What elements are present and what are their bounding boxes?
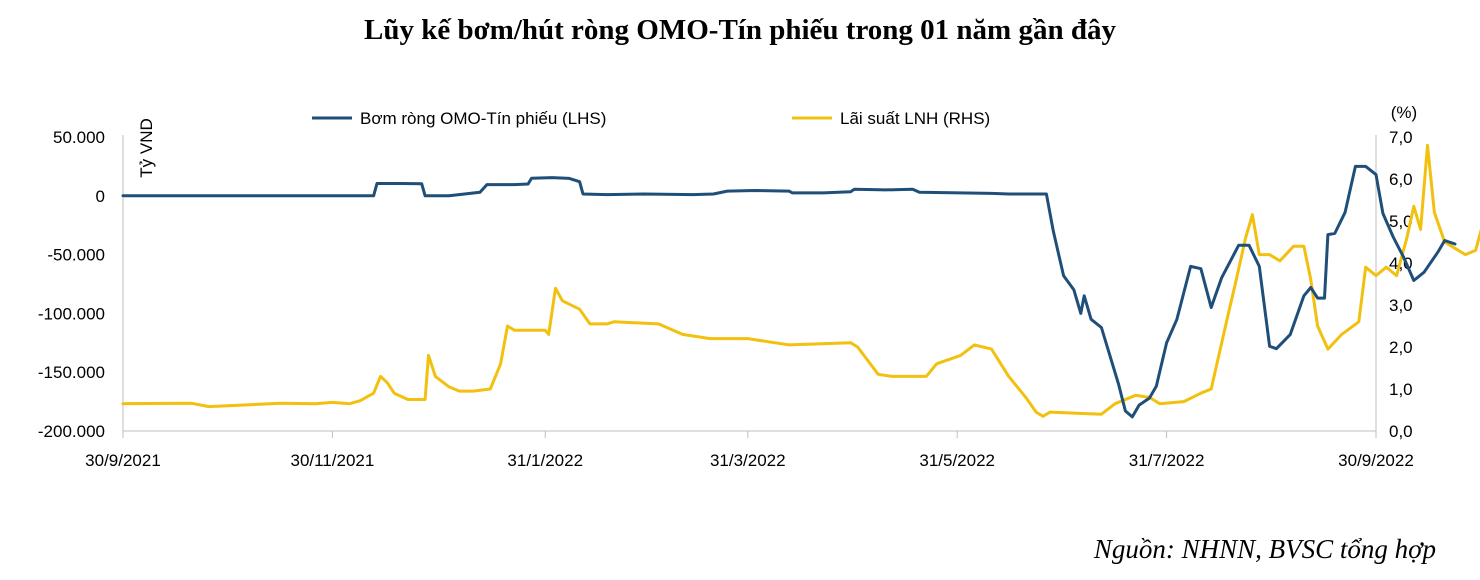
y-right-tick-label: 7,0 bbox=[1389, 128, 1413, 147]
y-axis-left-label: Tỷ VND bbox=[137, 118, 156, 178]
y-right-tick-label: 0,0 bbox=[1389, 422, 1413, 441]
chart: 50.000 0 -50.000 -100.000 -150.000 -200.000 7… bbox=[38, 103, 1480, 470]
source-note: Nguồn: NHNN, BVSC tổng hợp bbox=[1093, 534, 1436, 564]
x-tick-label: 31/1/2022 bbox=[507, 451, 583, 470]
y-left-tick-label: -100.000 bbox=[38, 304, 105, 323]
x-tick-label: 31/3/2022 bbox=[710, 451, 786, 470]
y-left-tick-label: -200.000 bbox=[38, 422, 105, 441]
x-tick-label: 30/9/2021 bbox=[85, 451, 161, 470]
y-right-tick-label: 3,0 bbox=[1389, 296, 1413, 315]
x-tick-label: 31/5/2022 bbox=[919, 451, 995, 470]
legend-label: Bơm ròng OMO-Tín phiếu (LHS) bbox=[360, 109, 606, 128]
x-tick-label: 30/9/2022 bbox=[1338, 451, 1414, 470]
y-axis-right-label: (%) bbox=[1391, 103, 1417, 122]
legend-label: Lãi suất LNH (RHS) bbox=[840, 109, 990, 128]
series-line-interbank-rate bbox=[121, 143, 1480, 418]
y-right-tick-label: 5,0 bbox=[1389, 212, 1413, 231]
y-axis-left: 50.000 0 -50.000 -100.000 -150.000 -200.000 bbox=[38, 128, 124, 441]
x-tick-label: 31/7/2022 bbox=[1129, 451, 1205, 470]
x-tick-label: 30/11/2021 bbox=[290, 451, 374, 470]
chart-title: Lũy kế bơm/hút ròng OMO-Tín phiếu trong … bbox=[364, 14, 1116, 46]
y-left-tick-label: -50.000 bbox=[47, 246, 105, 265]
y-right-tick-label: 2,0 bbox=[1389, 338, 1413, 357]
y-right-tick-label: 6,0 bbox=[1389, 170, 1413, 189]
series-layer bbox=[121, 143, 1480, 419]
y-left-tick-label: 50.000 bbox=[53, 128, 105, 147]
y-left-tick-label: 0 bbox=[96, 187, 105, 206]
y-axis-right: 7,06,05,04,03,02,01,00,0 bbox=[1375, 128, 1413, 441]
series-line-omo-net-injection bbox=[121, 164, 1457, 419]
y-left-tick-label: -150.000 bbox=[38, 363, 105, 382]
y-right-tick-label: 1,0 bbox=[1389, 380, 1413, 399]
legend: Bơm ròng OMO-Tín phiếu (LHS) Lãi suất LNH… bbox=[312, 109, 990, 128]
x-axis: 30/9/2021 30/11/2021 31/1/2022 31/3/2022 31/… bbox=[85, 430, 1414, 470]
